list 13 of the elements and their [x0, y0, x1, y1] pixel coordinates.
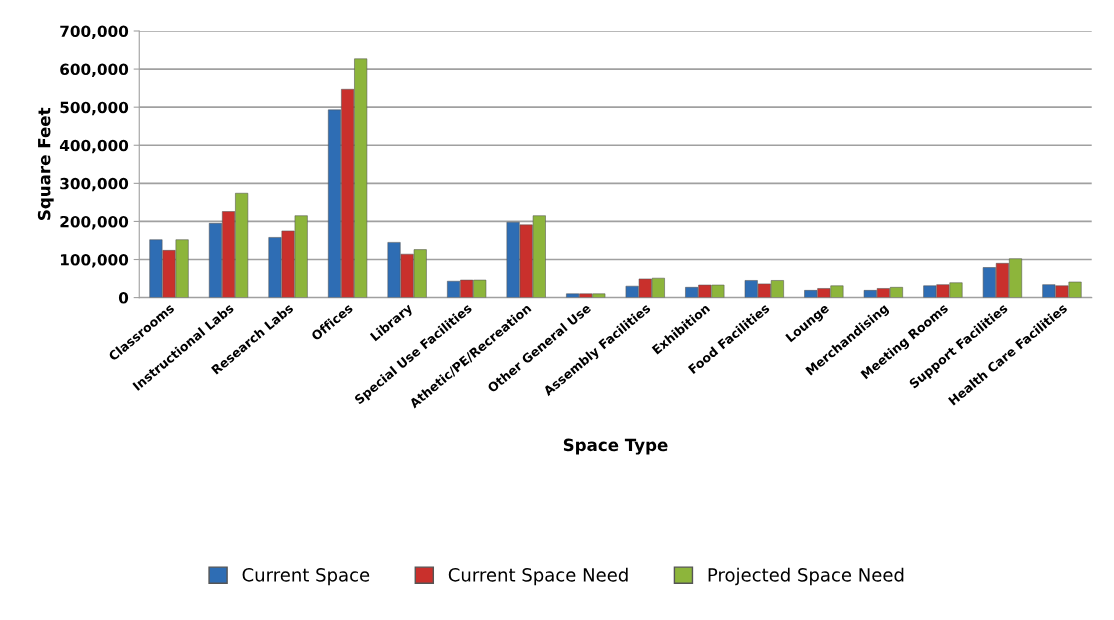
y-tick-label: 100,000 — [60, 253, 129, 268]
y-tick-label: 300,000 — [60, 177, 129, 192]
y-tick-label: 700,000 — [60, 25, 129, 39]
x-axis-title: Space Type — [563, 438, 668, 455]
legend-label: Current Space Need — [448, 567, 628, 586]
y-tick-label: 600,000 — [60, 63, 129, 78]
y-tick-label: 400,000 — [59, 139, 129, 154]
y-tick-label: 500,000 — [60, 101, 129, 116]
y-tick-label: 0 — [118, 292, 129, 304]
legend-label: Current Space — [242, 567, 370, 586]
legend-label: Projected Space Need — [708, 567, 904, 586]
y-axis-title: Square Feet — [37, 107, 54, 220]
y-tick-label: 200,000 — [60, 215, 129, 230]
